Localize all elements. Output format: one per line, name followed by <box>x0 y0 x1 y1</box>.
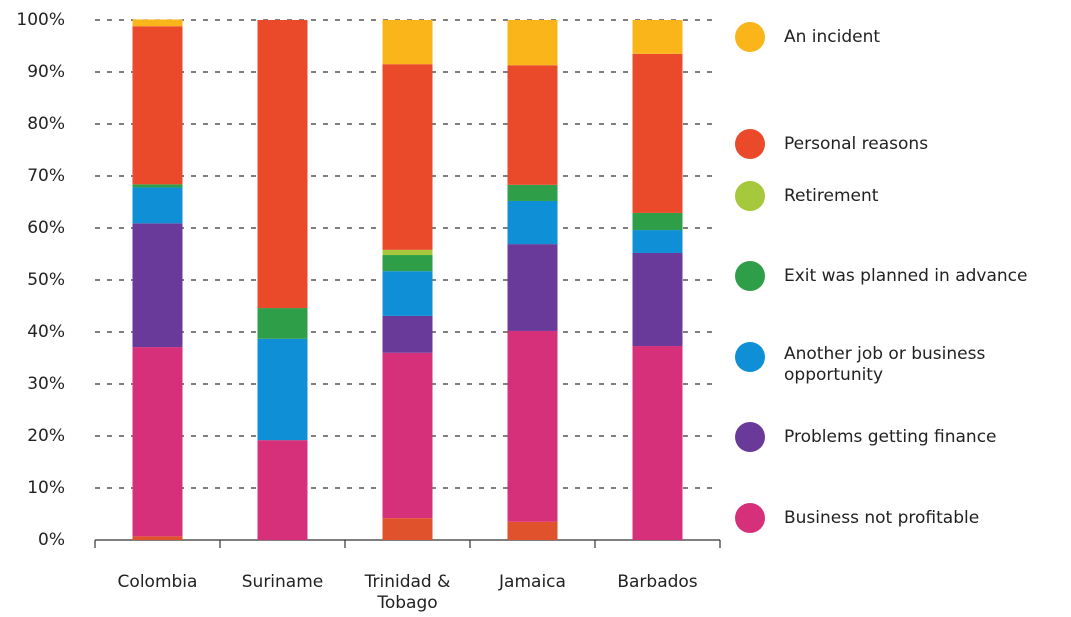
legend-label: Personal reasons <box>784 133 929 154</box>
y-tick-label: 50% <box>27 270 65 290</box>
bar-segment <box>507 20 558 66</box>
bar-segment <box>382 315 433 353</box>
bar-segment <box>632 53 683 213</box>
x-tick-label: Barbados <box>617 572 698 592</box>
legend-swatch <box>735 22 765 52</box>
bar-segment <box>632 346 683 540</box>
legend-swatch <box>735 503 765 533</box>
bar-segment <box>257 308 308 339</box>
y-tick-label: 100% <box>16 10 65 30</box>
legend-swatch <box>735 261 765 291</box>
x-tick-label: Colombia <box>117 572 198 592</box>
y-tick-label: 70% <box>27 166 65 186</box>
bar-segment <box>257 440 308 540</box>
bar-segment <box>132 223 183 348</box>
bar-segment <box>507 184 558 201</box>
bar-segment <box>507 521 558 540</box>
y-tick-label: 0% <box>38 530 65 550</box>
bar-segment <box>382 249 433 256</box>
y-tick-label: 20% <box>27 426 65 446</box>
bar-segment <box>507 65 558 185</box>
bar-segment <box>132 19 183 27</box>
bar-segment <box>382 64 433 250</box>
bar-segment <box>132 187 183 224</box>
bar-segment <box>132 347 183 537</box>
y-tick-label: 10% <box>27 478 65 498</box>
legend-swatch <box>735 422 765 452</box>
bar-segment <box>132 184 183 188</box>
bar-segment <box>132 536 183 540</box>
legend-swatch <box>735 342 765 372</box>
bar-segment <box>507 330 558 522</box>
bar-segment <box>382 271 433 316</box>
bar-segment <box>132 26 183 185</box>
bar-segment <box>382 255 433 272</box>
legend-label: Another job or business opportunity <box>784 344 986 385</box>
bar-segment <box>382 20 433 65</box>
bar-segment <box>257 338 308 441</box>
x-tick-label: Trinidad & Tobago <box>364 572 451 613</box>
x-tick-label: Suriname <box>241 572 324 592</box>
bar-segment <box>382 352 433 519</box>
y-tick-label: 40% <box>27 322 65 342</box>
legend-swatch <box>735 129 765 159</box>
legend-label: An incident <box>784 26 881 47</box>
x-tick-label: Jamaica <box>499 572 566 592</box>
bar-segment <box>632 20 683 54</box>
legend-swatch <box>735 181 765 211</box>
bar-segment <box>507 200 558 245</box>
legend-label: Problems getting finance <box>784 426 997 447</box>
bar-segment <box>507 244 558 331</box>
y-tick-label: 90% <box>27 62 65 82</box>
bar-segment <box>382 518 433 540</box>
bar-segment <box>632 230 683 253</box>
bar-segment <box>632 212 683 231</box>
bar-segment <box>632 252 683 347</box>
legend-label: Business not profitable <box>784 507 980 528</box>
y-tick-label: 60% <box>27 218 65 238</box>
bar-segment <box>257 20 308 309</box>
legend-label: Exit was planned in advance <box>784 265 1028 286</box>
legend-label: Retirement <box>784 185 879 206</box>
y-tick-label: 80% <box>27 114 65 134</box>
y-tick-label: 30% <box>27 374 65 394</box>
